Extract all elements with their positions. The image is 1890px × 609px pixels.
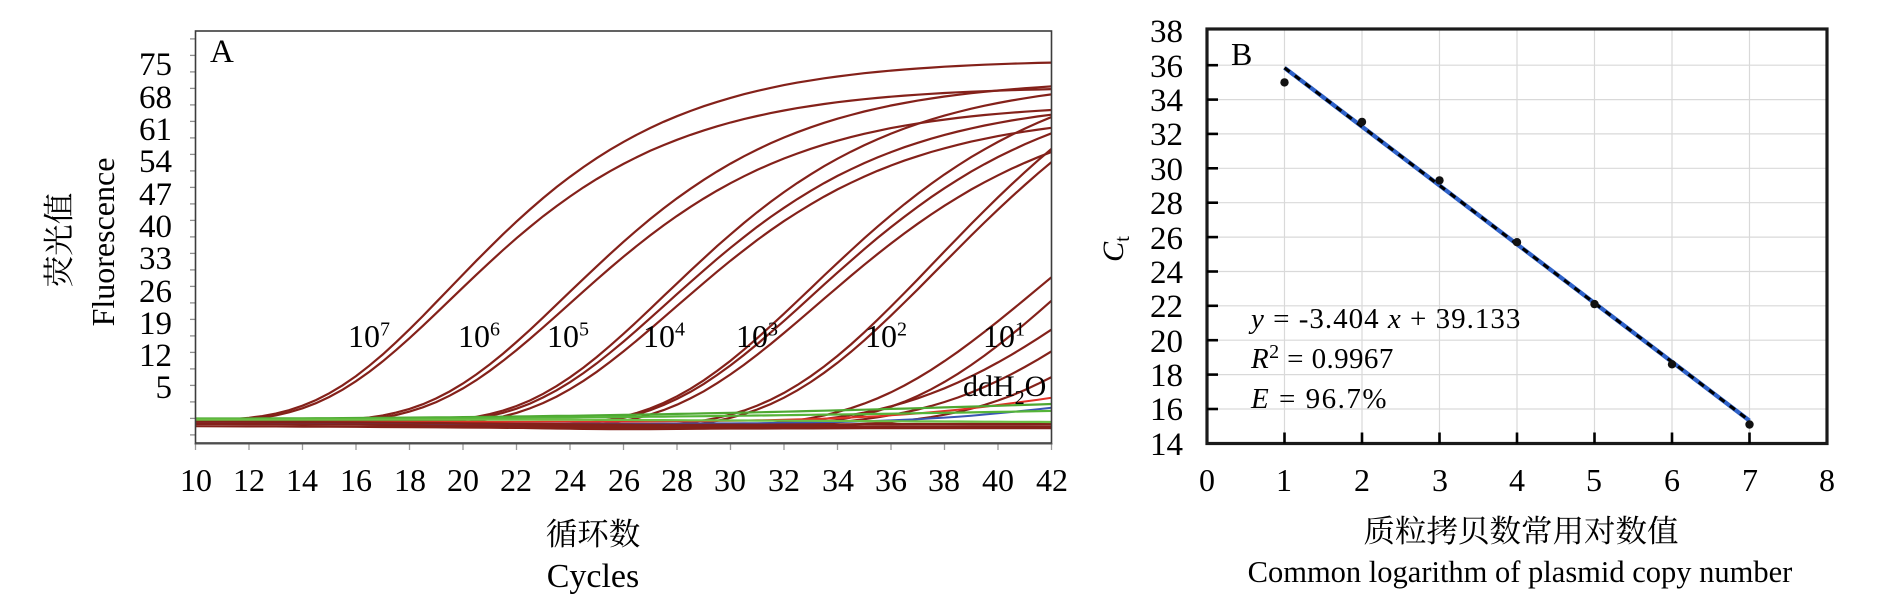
svg-text:61: 61 <box>139 112 172 148</box>
svg-text:38: 38 <box>1150 14 1183 50</box>
svg-text:26: 26 <box>1150 221 1183 257</box>
svg-text:34: 34 <box>822 462 854 498</box>
svg-text:24: 24 <box>1150 255 1183 291</box>
svg-text:28: 28 <box>661 462 693 498</box>
svg-text:26: 26 <box>608 462 640 498</box>
svg-text:12: 12 <box>233 462 265 498</box>
svg-text:R2 = 0.9967: R2 = 0.9967 <box>1250 341 1394 375</box>
svg-text:24: 24 <box>554 462 586 498</box>
svg-text:18: 18 <box>394 462 426 498</box>
svg-text:75: 75 <box>139 47 172 83</box>
svg-text:36: 36 <box>1150 49 1183 85</box>
svg-text:16: 16 <box>340 462 372 498</box>
svg-text:4: 4 <box>1509 462 1525 498</box>
svg-text:5: 5 <box>1586 462 1602 498</box>
svg-text:A: A <box>210 34 234 70</box>
svg-text:Cycles: Cycles <box>547 558 640 595</box>
svg-text:3: 3 <box>1432 462 1448 498</box>
svg-text:18: 18 <box>1150 358 1183 394</box>
svg-text:19: 19 <box>139 306 172 342</box>
svg-text:40: 40 <box>982 462 1014 498</box>
svg-text:33: 33 <box>139 241 172 277</box>
svg-text:54: 54 <box>139 144 172 180</box>
svg-text:30: 30 <box>714 462 746 498</box>
svg-text:22: 22 <box>1150 289 1183 325</box>
svg-text:1: 1 <box>1276 462 1292 498</box>
svg-text:30: 30 <box>1150 152 1183 188</box>
svg-text:B: B <box>1231 36 1252 72</box>
svg-text:Fluorescence: Fluorescence <box>85 158 121 327</box>
svg-text:22: 22 <box>500 462 532 498</box>
svg-text:32: 32 <box>1150 117 1183 153</box>
svg-text:107: 107 <box>348 318 390 354</box>
svg-text:8: 8 <box>1819 462 1835 498</box>
svg-text:14: 14 <box>286 462 318 498</box>
svg-text:26: 26 <box>139 274 172 310</box>
svg-text:5: 5 <box>156 370 173 406</box>
svg-text:14: 14 <box>1150 427 1183 463</box>
svg-text:6: 6 <box>1664 462 1680 498</box>
svg-text:36: 36 <box>875 462 907 498</box>
svg-text:Common logarithm of plasmid co: Common logarithm of plasmid copy number <box>1248 555 1793 589</box>
svg-text:E = 96.7%: E = 96.7% <box>1250 383 1388 415</box>
svg-text:16: 16 <box>1150 392 1183 428</box>
svg-text:ddH2O: ddH2O <box>963 370 1046 409</box>
svg-text:40: 40 <box>139 209 172 245</box>
svg-text:Ct: Ct <box>1097 236 1134 262</box>
svg-text:20: 20 <box>1150 324 1183 360</box>
svg-text:47: 47 <box>139 177 172 213</box>
svg-text:28: 28 <box>1150 186 1183 222</box>
svg-text:32: 32 <box>768 462 800 498</box>
svg-text:42: 42 <box>1036 462 1068 498</box>
svg-text:0: 0 <box>1199 462 1215 498</box>
svg-text:7: 7 <box>1742 462 1758 498</box>
svg-text:68: 68 <box>139 80 172 116</box>
svg-text:2: 2 <box>1354 462 1370 498</box>
svg-text:10: 10 <box>180 462 212 498</box>
svg-text:34: 34 <box>1150 83 1183 119</box>
svg-text:12: 12 <box>139 338 172 374</box>
svg-text:y = -3.404 x + 39.133: y = -3.404 x + 39.133 <box>1248 303 1521 335</box>
svg-text:20: 20 <box>447 462 479 498</box>
svg-text:38: 38 <box>928 462 960 498</box>
